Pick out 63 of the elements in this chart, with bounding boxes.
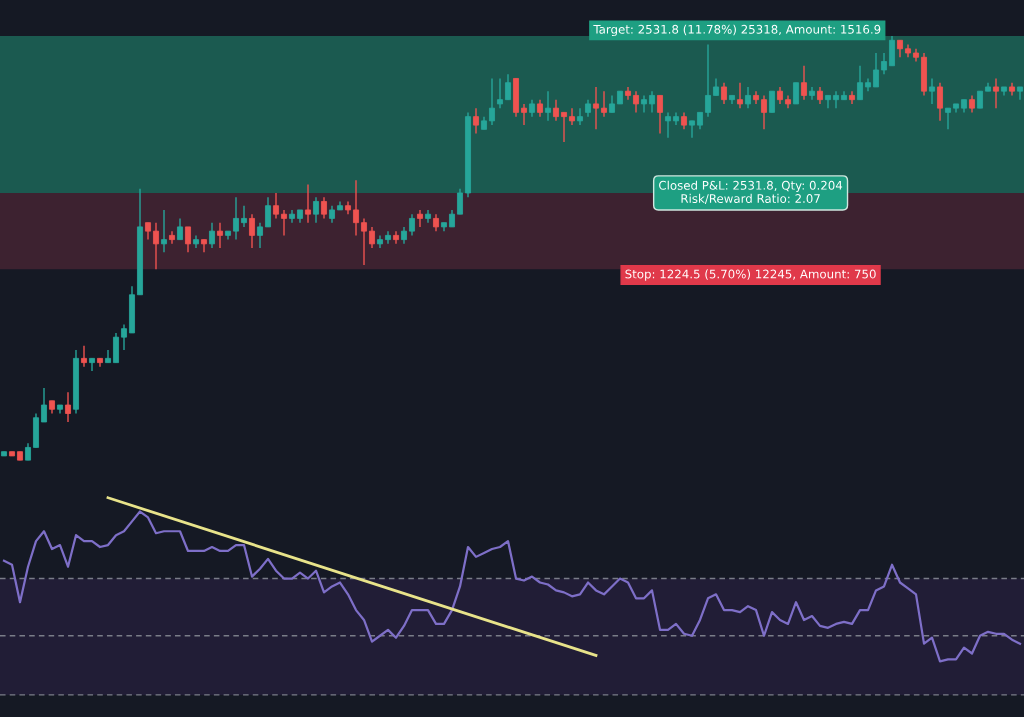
candlestick	[657, 94, 663, 135]
candlestick	[177, 217, 183, 241]
candlestick	[833, 90, 839, 109]
candlestick	[793, 82, 799, 105]
candlestick	[473, 107, 479, 135]
candlestick	[553, 98, 559, 122]
candlestick	[409, 213, 415, 237]
candlestick	[497, 77, 503, 109]
candlestick	[417, 209, 423, 228]
candlestick	[217, 221, 223, 249]
annotation: Closed P&L: 2531.8, Qty: 0.204 Risk/Reward Ratio: 2.07	[659, 180, 843, 204]
candlestick	[737, 82, 743, 109]
candlestick	[993, 77, 999, 109]
candlestick	[745, 86, 751, 109]
candlestick	[769, 90, 775, 113]
candlestick	[249, 213, 255, 249]
candlestick	[257, 221, 263, 249]
candlestick	[241, 204, 247, 228]
candlestick	[633, 90, 639, 114]
candlestick	[761, 94, 767, 131]
candlestick	[313, 196, 319, 224]
candlestick	[881, 52, 887, 75]
candlestick	[457, 188, 463, 215]
candlestick	[233, 196, 239, 241]
candlestick	[649, 90, 655, 114]
candlestick	[577, 107, 583, 126]
candlestick	[65, 391, 71, 423]
candlestick	[265, 196, 271, 228]
candlestick	[705, 43, 711, 118]
candlestick	[369, 226, 375, 249]
candlestick	[305, 183, 311, 224]
text: Target: 2531.8 (11.78%) 25318, Amount: 1516.9	[593, 24, 881, 37]
candlestick	[281, 209, 287, 237]
candlestick	[721, 82, 727, 105]
annotation: Stop: 1224.5 (5.70%) 12245, Amount: 750	[625, 269, 876, 281]
candlestick	[801, 65, 807, 101]
candlestick	[665, 111, 671, 139]
candlestick	[41, 387, 47, 423]
candlestick	[929, 77, 935, 105]
candlestick	[81, 344, 87, 368]
candlestick	[561, 111, 567, 143]
candlestick	[873, 52, 879, 88]
candlestick	[521, 103, 527, 126]
candlestick	[689, 120, 695, 139]
candlestick	[857, 65, 863, 101]
candlestick	[121, 323, 127, 351]
candlestick	[361, 217, 367, 266]
candlestick	[273, 192, 279, 220]
candlestick	[937, 82, 943, 122]
candlestick	[161, 209, 167, 254]
candlestick	[945, 107, 951, 131]
candlestick	[353, 179, 359, 237]
candlestick	[209, 221, 215, 249]
candlestick	[321, 196, 327, 220]
candlestick	[489, 77, 495, 126]
candlestick	[601, 90, 607, 118]
candlestick	[569, 107, 575, 126]
candlestick	[185, 226, 191, 254]
candlestick	[545, 90, 551, 122]
candlestick	[593, 86, 599, 131]
candlestick	[505, 73, 511, 101]
candlestick	[641, 94, 647, 114]
candlestick	[153, 221, 159, 271]
